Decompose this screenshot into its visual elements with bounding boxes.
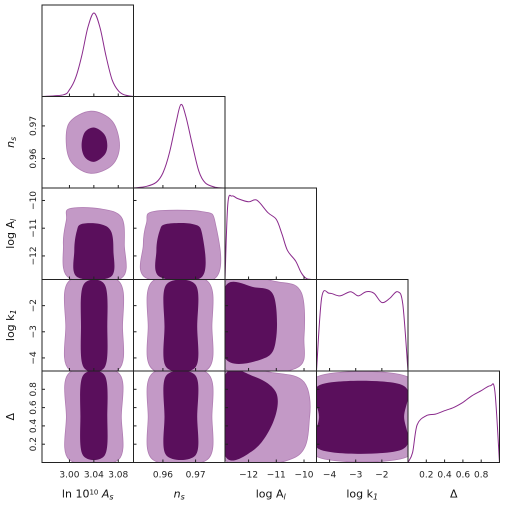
contour-lnAs-logAl <box>62 207 127 280</box>
y-tick-label: 0.2 <box>29 437 39 451</box>
contour-68 <box>73 223 115 280</box>
x-axis-label-Delta: Δ <box>450 488 458 501</box>
y-tick-label: 0.4 <box>29 418 39 433</box>
x-axis-label-logk1: log k1 <box>346 488 378 502</box>
marginal-Delta <box>408 383 500 463</box>
marginal-curve <box>42 12 134 97</box>
y-axis-label-Delta: Δ <box>4 413 17 421</box>
panel-frame <box>41 4 134 97</box>
contour-68 <box>316 380 408 454</box>
y-axis-label-logk1: log k1 <box>4 309 18 341</box>
y-tick-label: −4 <box>29 351 39 365</box>
marginal-logAl <box>225 194 317 280</box>
contour-logk1-Delta <box>316 371 408 463</box>
x-tick-label: 0.2 <box>419 471 433 481</box>
panel-frame <box>407 370 500 463</box>
x-axis-label-lnAs: ln 1010 As <box>62 488 114 502</box>
contour-lnAs-Delta <box>64 371 124 463</box>
x-tick-label: −12 <box>239 471 258 481</box>
y-tick-label: 0.97 <box>29 116 39 136</box>
y-tick-label: −11 <box>29 219 39 238</box>
x-tick-label: 0.6 <box>456 471 471 481</box>
contour-ns-logAl <box>139 209 222 280</box>
marginal-lnAs <box>42 12 134 97</box>
contour-68 <box>225 371 278 461</box>
x-tick-label: 3.04 <box>84 471 104 481</box>
contour-lnAs-logk1 <box>63 279 125 371</box>
x-tick-label: 0.8 <box>474 471 489 481</box>
x-tick-label: 0.96 <box>153 471 173 481</box>
x-tick-label: 3.00 <box>59 471 79 481</box>
contour-ns-Delta <box>146 371 214 463</box>
x-tick-label: −11 <box>267 471 286 481</box>
y-tick-label: −10 <box>29 191 39 210</box>
panel-frame <box>224 187 317 280</box>
contour-logAl-Delta <box>225 371 311 463</box>
x-tick-label: 3.08 <box>108 471 128 481</box>
marginal-curve <box>225 194 317 280</box>
marginal-curve <box>316 290 408 371</box>
x-tick-label: 0.97 <box>186 471 206 481</box>
contour-68 <box>80 279 108 371</box>
marginal-curve <box>133 103 225 188</box>
y-tick-label: 0.96 <box>29 148 39 168</box>
x-tick-label: 0.4 <box>437 471 452 481</box>
y-tick-label: 0.6 <box>29 400 39 415</box>
marginal-logk1 <box>316 290 408 371</box>
y-tick-label: −2 <box>29 299 39 312</box>
contour-68 <box>81 127 108 162</box>
contour-68 <box>155 222 206 280</box>
y-axis-label-logAl: log Al <box>4 218 18 249</box>
y-axis-label-ns: ns <box>4 137 18 148</box>
x-tick-label: −3 <box>349 471 362 481</box>
y-tick-label: 0.8 <box>29 382 39 397</box>
contour-lnAs-ns <box>65 110 120 174</box>
x-axis-label-logAl: log Al <box>256 488 287 502</box>
contour-68 <box>163 279 199 371</box>
x-tick-label: −10 <box>295 471 314 481</box>
y-tick-label: −3 <box>29 325 39 338</box>
contour-logAl-logk1 <box>225 279 306 371</box>
x-tick-label: −4 <box>323 471 337 481</box>
contour-68 <box>80 371 108 460</box>
contour-68 <box>163 371 199 460</box>
y-tick-label: −12 <box>29 246 39 265</box>
x-tick-label: −2 <box>375 471 388 481</box>
marginal-curve <box>408 383 500 463</box>
contour-68 <box>225 281 278 365</box>
contour-ns-logk1 <box>146 279 214 371</box>
marginal-ns <box>133 103 225 188</box>
x-axis-label-ns: ns <box>174 488 185 502</box>
